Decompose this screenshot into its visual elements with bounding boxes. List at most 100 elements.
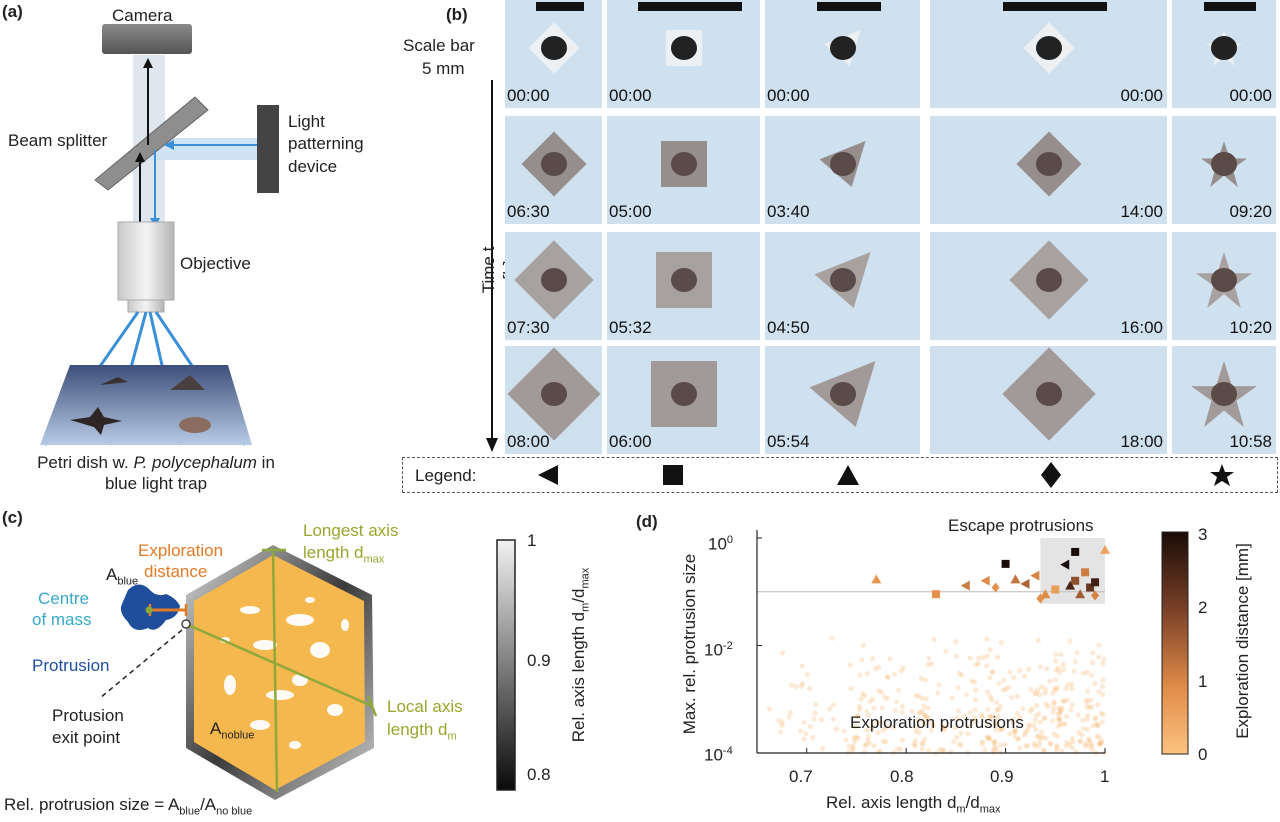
exploration-point <box>914 724 920 731</box>
exploration-point <box>1054 685 1060 691</box>
exploration-point <box>1092 716 1098 722</box>
exploration-point <box>993 746 999 752</box>
time-stamp: 08:00 <box>507 432 550 451</box>
exploration-point <box>853 723 859 729</box>
exploration-point <box>979 741 985 747</box>
x-axis-label: Rel. axis length dm/dmax <box>826 792 1001 820</box>
x-axis-label-sub2: max <box>979 803 1001 816</box>
exploration-point <box>1032 743 1038 749</box>
local-axis-main: length d <box>387 720 448 739</box>
exploration-point <box>1096 689 1102 695</box>
exploration-point <box>915 717 921 723</box>
formula-sub2: no blue <box>216 805 253 818</box>
exploration-point <box>1014 710 1021 716</box>
organism-core <box>540 268 567 292</box>
exploration-point <box>919 746 926 752</box>
exploration-point <box>1100 661 1106 667</box>
exploration-point <box>847 662 853 668</box>
exploration-point <box>1014 693 1020 700</box>
exploration-point <box>865 737 871 744</box>
exploration-point <box>1021 673 1028 680</box>
organism-core <box>540 152 567 176</box>
escape-point-triangle-up <box>1075 589 1086 599</box>
panel-c-label: (c) <box>2 508 23 527</box>
exploration-point <box>1090 723 1096 729</box>
exploration-point <box>827 706 833 712</box>
exploration-point <box>1057 721 1063 728</box>
exploration-point <box>894 699 900 705</box>
exploration-point <box>1032 717 1038 723</box>
exploration-label: Exploration protrusions <box>850 713 1024 732</box>
scale-bar <box>816 2 881 11</box>
formula-sub1: blue <box>179 805 201 818</box>
exploration-point <box>1047 678 1053 684</box>
exploration-point <box>976 655 982 661</box>
growth-image-cell: 14:00 <box>930 116 1167 224</box>
exploration-point <box>1095 701 1101 708</box>
formula-mid: /A <box>200 795 217 814</box>
centre-of-mass-label-2: of mass <box>32 610 92 629</box>
exploration-point <box>1029 706 1035 712</box>
exploration-point <box>994 721 1000 728</box>
longest-axis-sub: max <box>363 553 385 566</box>
exploration-point <box>1051 705 1057 712</box>
escape-point-triangle-up <box>871 574 882 584</box>
exploration-point <box>1065 682 1071 688</box>
exploration-point <box>1036 743 1042 749</box>
exploration-point <box>857 706 863 713</box>
exploration-point <box>1083 697 1089 704</box>
scatter-plot <box>756 530 1110 756</box>
organism-core <box>670 382 697 406</box>
exploration-point <box>1038 734 1044 741</box>
growth-image-cell: 09:20 <box>1172 116 1276 224</box>
exploration-point <box>1012 733 1018 739</box>
exploration-point <box>803 731 809 737</box>
exploration-point <box>996 680 1002 686</box>
organism-core <box>670 268 697 292</box>
exploration-point <box>965 731 971 737</box>
a-noblue-main: A <box>210 719 222 738</box>
legend-diamond-icon <box>1041 462 1061 488</box>
time-stamp: 04:50 <box>767 318 810 337</box>
microscope-diagram <box>40 24 279 446</box>
exploration-point <box>987 713 993 719</box>
exploration-point <box>878 689 885 695</box>
exploration-point <box>786 714 792 720</box>
petri-caption-pre: Petri dish w. <box>37 453 134 472</box>
a-noblue-sub: noblue <box>221 729 255 742</box>
exploration-point <box>1039 684 1045 690</box>
exploration-point <box>1072 658 1078 665</box>
legend-triangle-up-icon <box>837 465 859 485</box>
time-stamp: 00:00 <box>609 86 652 105</box>
exploration-point <box>968 723 974 729</box>
legend-triangle-left-icon <box>538 465 558 485</box>
exploration-point <box>777 729 784 735</box>
exploration-point <box>917 709 923 715</box>
exploration-point <box>875 730 881 736</box>
exploration-point <box>1092 714 1099 720</box>
exploration-point <box>994 699 1000 706</box>
organism-core <box>540 36 567 60</box>
exploration-point <box>876 688 882 694</box>
organism-core <box>670 36 697 60</box>
exploration-point <box>1084 716 1090 722</box>
exploration-point <box>873 665 879 672</box>
exploration-point <box>1053 652 1059 658</box>
exploration-point <box>900 665 906 671</box>
colorbar-c-label-mid: /d <box>569 588 588 603</box>
exploration-point <box>972 714 978 720</box>
objective-icon <box>117 221 175 313</box>
exploration-point <box>1042 686 1049 692</box>
exploration-point <box>1010 716 1016 723</box>
exploration-point <box>998 726 1005 732</box>
growth-image-cell: 04:50 <box>765 232 920 340</box>
colorbar-d-tick-3: 1 <box>1198 672 1208 691</box>
exploration-point <box>899 703 905 709</box>
exploration-point <box>987 715 993 721</box>
exploration-point <box>941 747 947 753</box>
x-axis-label-mid: /d <box>965 793 980 812</box>
exploration-point <box>1053 748 1060 754</box>
local-axis-label-1: Local axis <box>387 697 463 716</box>
growth-image-cell: 10:20 <box>1172 232 1276 340</box>
exploration-point <box>925 705 931 711</box>
